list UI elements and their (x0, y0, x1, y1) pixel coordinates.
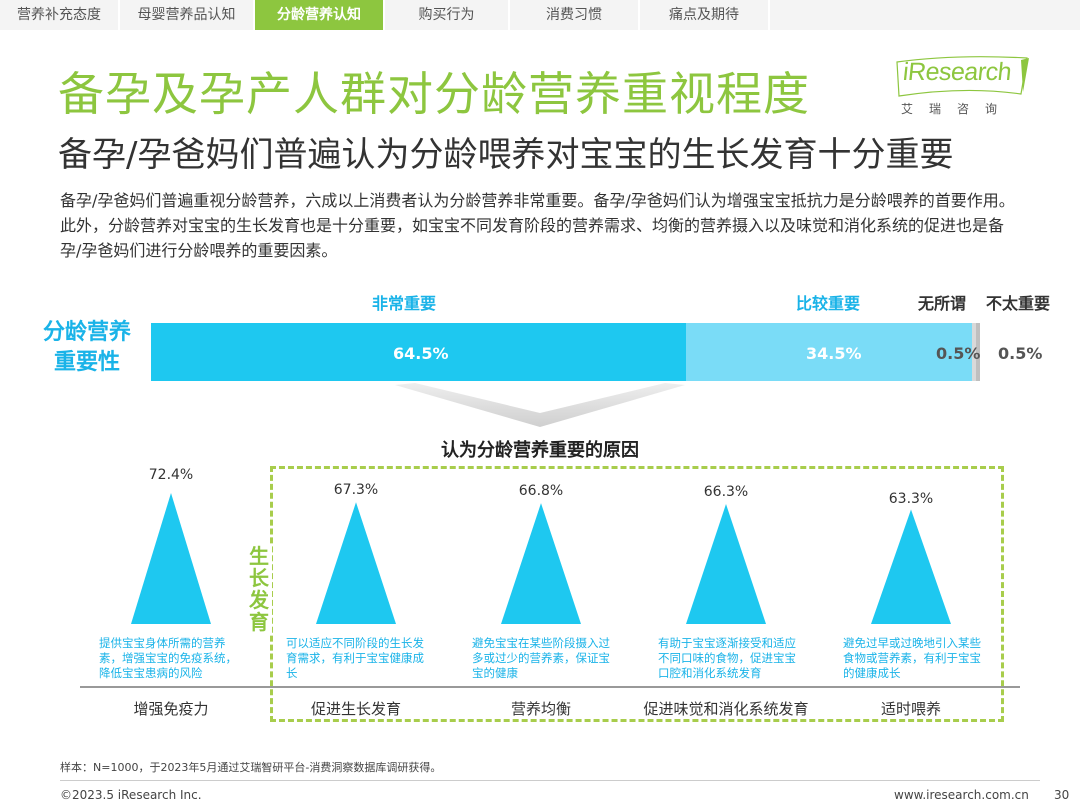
copyright: ©2023.5 iResearch Inc. (60, 788, 202, 802)
pct-label-immunity: 72.4% (148, 467, 194, 483)
growth-label-char-2: 长 (249, 566, 269, 590)
importance-row-label: 分龄营养 重要性 (28, 318, 146, 378)
logo-cn-text: 艾瑞咨询 (901, 102, 1014, 116)
desc-balance: 避免宝宝在某些阶段摄入过多或过少的营养素，保证宝宝的健康 (472, 636, 610, 680)
pct-label-growth: 67.3% (333, 482, 379, 498)
reasons-chart-title: 认为分龄营养重要的原因 (441, 440, 639, 461)
growth-label-char-1: 生 (249, 544, 269, 568)
reasons-axis-line (80, 686, 1020, 688)
tab-maternal-infant-nutrition[interactable]: 母婴营养品认知 (120, 0, 255, 30)
logo-text: iResearch (901, 58, 1013, 86)
iresearch-logo: iResearch 艾瑞咨询 (895, 56, 1035, 120)
legend-indifferent: 无所谓 (918, 294, 967, 313)
tab-nutrition-attitude[interactable]: 营养补充态度 (0, 0, 120, 30)
value-not-important: 0.5% (998, 344, 1043, 363)
growth-label-char-3: 发 (249, 588, 269, 612)
category-balance: 营养均衡 (510, 700, 571, 718)
tab-purchase-behavior[interactable]: 购买行为 (385, 0, 510, 30)
tab-bar-filler (770, 0, 1080, 30)
category-growth: 促进生长发育 (310, 700, 401, 718)
triangle-immunity (131, 493, 211, 624)
bar-segment-fairly-important (685, 323, 972, 381)
importance-row-label-line-2: 重要性 (53, 350, 120, 375)
page-title: 备孕及孕产人群对分龄营养重视程度 (58, 67, 810, 121)
legend-not-important: 不太重要 (986, 294, 1051, 313)
pct-label-balance: 66.8% (518, 483, 564, 499)
desc-taste: 有助于宝宝逐渐接受和适应不同口味的食物，促进宝宝口腔和消化系统发育 (658, 636, 796, 680)
legend-very-important: 非常重要 (372, 294, 437, 313)
tab-pain-points[interactable]: 痛点及期待 (640, 0, 770, 30)
category-timely: 适时喂养 (880, 700, 941, 718)
growth-group-label: 生 长 发 育 (246, 545, 272, 633)
pct-label-taste: 66.3% (703, 484, 749, 500)
desc-growth: 可以适应不同阶段的生长发育需求，有利于宝宝健康成长 (286, 636, 424, 680)
importance-row-label-line-1: 分龄营养 (42, 320, 131, 345)
chevron-down-icon (395, 383, 685, 427)
bar-segment-indifferent (971, 323, 976, 381)
growth-label-char-4: 育 (249, 610, 269, 634)
tab-bar: 营养补充态度 母婴营养品认知 分龄营养认知 购买行为 消费习惯 痛点及期待 (0, 0, 1080, 30)
legend-fairly-important: 比较重要 (796, 294, 861, 313)
desc-timely: 避免过早或过晚地引入某些食物或营养素，有利于宝宝的健康成长 (843, 636, 981, 680)
page-subtitle: 备孕/孕爸妈们普遍认为分龄喂养对宝宝的生长发育十分重要 (58, 135, 954, 175)
sample-note: 样本：N=1000，于2023年5月通过艾瑞智研平台-消费洞察数据库调研获得。 (60, 761, 442, 774)
category-taste: 促进味觉和消化系统发育 (643, 700, 809, 718)
bar-segment-very-important (151, 323, 686, 381)
summary-paragraph: 备孕/孕爸妈们普遍重视分龄营养，六成以上消费者认为分龄营养非常重要。备孕/孕爸妈… (60, 191, 1015, 260)
category-immunity: 增强免疫力 (133, 700, 209, 718)
bar-segment-not-important (975, 323, 980, 381)
website-link[interactable]: www.iresearch.com.cn (894, 788, 1029, 802)
value-very-important: 64.5% (393, 344, 449, 363)
footer-divider (60, 780, 1040, 781)
value-indifferent: 0.5% (936, 344, 981, 363)
page-number: 30 (1054, 788, 1070, 802)
value-fairly-important: 34.5% (806, 344, 862, 363)
pct-label-timely: 63.3% (888, 491, 934, 507)
desc-immunity: 提供宝宝身体所需的营养素，增强宝宝的免疫系统，降低宝宝患病的风险 (99, 636, 237, 680)
logo-swoosh-icon (896, 56, 1029, 97)
tab-age-nutrition[interactable]: 分龄营养认知 (255, 0, 385, 30)
tab-consumption-habits[interactable]: 消费习惯 (510, 0, 640, 30)
